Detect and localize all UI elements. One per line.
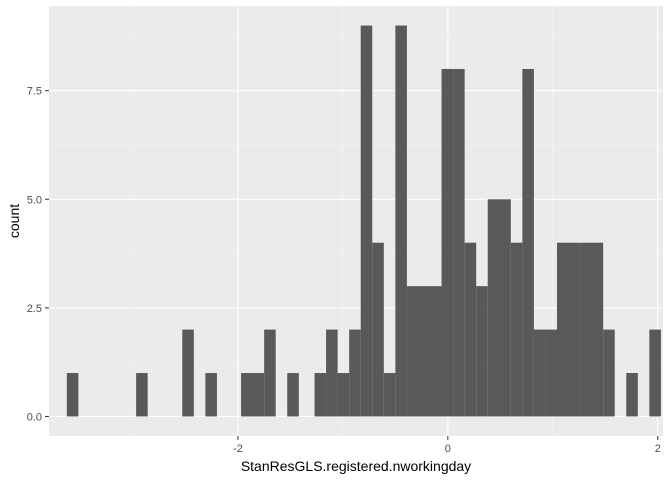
histogram-bar — [241, 373, 265, 417]
y-axis-ticks: 0.0 2.5 5.0 7.5 — [27, 86, 49, 423]
histogram-bar — [314, 373, 327, 417]
histogram-bar — [337, 373, 350, 417]
x-tick-label: 0 — [445, 443, 451, 455]
histogram-bar — [383, 373, 396, 417]
y-axis-title: count — [6, 204, 22, 238]
histogram-bar — [510, 242, 523, 417]
histogram-bar — [349, 329, 361, 417]
histogram-bar — [649, 329, 661, 417]
y-tick-label: 5.0 — [27, 194, 42, 206]
y-tick-label: 2.5 — [27, 303, 42, 315]
histogram-bar — [136, 373, 148, 417]
histogram-bar — [453, 68, 465, 417]
y-tick-label: 0.0 — [27, 411, 42, 423]
histogram-bar — [441, 68, 454, 417]
histogram-bar — [287, 373, 299, 417]
histogram-bar — [476, 286, 488, 417]
histogram-bar — [487, 199, 511, 417]
histogram-bar — [406, 286, 430, 417]
histogram-bar — [545, 329, 557, 417]
histogram-bar — [264, 329, 276, 417]
histogram-bar — [533, 329, 546, 417]
histogram-bars — [66, 25, 661, 417]
histogram-bar — [360, 25, 373, 417]
histogram-bar — [66, 373, 79, 417]
histogram-bar — [464, 242, 477, 417]
histogram-bar — [580, 242, 604, 417]
histogram-bar — [395, 25, 407, 417]
x-tick-label: 2 — [655, 443, 661, 455]
histogram-bar — [182, 329, 194, 417]
histogram-bar — [429, 286, 442, 417]
histogram-bar — [205, 373, 217, 417]
x-axis-ticks: -2 0 2 — [233, 436, 661, 455]
histogram-bar — [326, 329, 338, 417]
x-axis-title: StanResGLS.registered.nworkingday — [241, 458, 471, 474]
x-tick-label: -2 — [233, 443, 243, 455]
y-tick-label: 7.5 — [27, 86, 42, 98]
histogram-bar — [372, 242, 384, 417]
histogram-bar — [556, 242, 581, 417]
histogram-bar — [522, 68, 534, 417]
histogram-bar — [603, 329, 615, 417]
histogram-bar — [626, 373, 638, 417]
